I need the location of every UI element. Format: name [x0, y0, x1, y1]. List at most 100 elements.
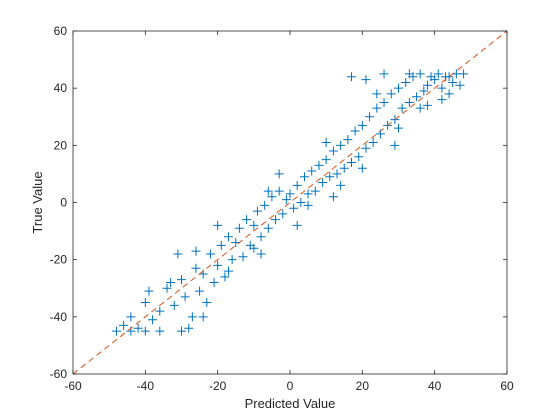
- y-tick-label: 60: [54, 24, 68, 38]
- data-point: [140, 326, 150, 336]
- data-point: [155, 306, 165, 316]
- data-point: [111, 326, 121, 336]
- data-point: [198, 312, 208, 322]
- data-point: [419, 86, 429, 96]
- data-point: [318, 177, 328, 187]
- data-point: [336, 180, 346, 190]
- data-point: [321, 137, 331, 147]
- data-point: [422, 100, 432, 110]
- data-point: [386, 89, 396, 99]
- data-point: [271, 215, 281, 225]
- data-point: [173, 249, 183, 259]
- data-point: [346, 72, 356, 82]
- x-tick-label: -40: [137, 379, 155, 393]
- y-tick-label: 20: [54, 138, 68, 152]
- data-point: [184, 323, 194, 333]
- data-point: [430, 75, 440, 85]
- data-point: [368, 137, 378, 147]
- data-point: [328, 146, 338, 156]
- data-point: [180, 292, 190, 302]
- data-point: [249, 243, 259, 253]
- data-point: [274, 169, 284, 179]
- x-tick-label: 60: [500, 379, 514, 393]
- data-point: [422, 80, 432, 90]
- plot-layer: [111, 69, 469, 336]
- data-point: [415, 103, 425, 113]
- data-point: [289, 203, 299, 213]
- data-point: [303, 189, 313, 199]
- data-point: [263, 186, 273, 196]
- data-point: [350, 126, 360, 136]
- data-point: [213, 220, 223, 230]
- data-point: [187, 312, 197, 322]
- data-point: [412, 92, 422, 102]
- data-point: [357, 163, 367, 173]
- x-tick-label: 20: [356, 379, 370, 393]
- data-point: [379, 97, 389, 107]
- data-point: [238, 252, 248, 262]
- data-point: [394, 83, 403, 93]
- data-point: [310, 186, 320, 196]
- y-tick-label: -40: [50, 310, 68, 324]
- data-point: [307, 166, 317, 176]
- data-point: [213, 260, 223, 270]
- data-point: [346, 157, 356, 167]
- data-point: [126, 312, 136, 322]
- data-point: [372, 103, 382, 113]
- data-point: [209, 278, 219, 288]
- reference-line: [72, 30, 508, 375]
- data-point: [361, 75, 371, 85]
- data-point: [263, 223, 273, 233]
- data-point: [256, 232, 266, 242]
- data-point: [224, 266, 234, 276]
- data-point: [401, 77, 411, 87]
- data-point: [267, 192, 277, 202]
- data-point: [292, 180, 302, 190]
- data-point: [415, 69, 425, 79]
- x-tick-label: -20: [209, 379, 227, 393]
- data-point: [455, 80, 465, 90]
- data-point: [365, 112, 375, 122]
- data-point: [144, 286, 154, 296]
- x-tick-label: 0: [287, 379, 294, 393]
- data-point: [328, 192, 338, 202]
- data-point: [314, 160, 324, 170]
- data-point: [133, 323, 143, 333]
- data-point: [390, 140, 400, 150]
- y-tick-label: 40: [54, 81, 68, 95]
- data-point: [195, 286, 205, 296]
- data-point: [285, 189, 295, 199]
- data-point: [205, 249, 215, 259]
- data-point: [220, 272, 230, 282]
- y-axis-title: True Value: [30, 171, 45, 233]
- data-point: [256, 249, 266, 259]
- data-point: [397, 103, 407, 113]
- x-axis-title: Predicted Value: [245, 396, 336, 411]
- data-point: [354, 152, 364, 162]
- data-point: [321, 155, 331, 165]
- data-point: [249, 220, 259, 230]
- data-point: [292, 220, 302, 230]
- data-point: [278, 209, 288, 219]
- data-point: [252, 206, 262, 216]
- data-point: [224, 232, 234, 242]
- data-point: [191, 263, 201, 273]
- data-point: [394, 123, 403, 133]
- data-point: [242, 215, 252, 225]
- data-point: [216, 240, 226, 250]
- data-point: [140, 298, 150, 308]
- data-point: [372, 89, 382, 99]
- data-point: [202, 298, 212, 308]
- data-point: [281, 195, 291, 205]
- data-point: [274, 186, 284, 196]
- data-point: [444, 72, 454, 82]
- data-point: [148, 315, 158, 325]
- data-point: [155, 326, 165, 336]
- data-point: [177, 275, 186, 285]
- data-point: [234, 223, 244, 233]
- data-point: [303, 200, 313, 210]
- x-tick-label: 40: [428, 379, 442, 393]
- data-point: [169, 300, 179, 310]
- data-point: [227, 255, 237, 265]
- data-point: [437, 95, 447, 105]
